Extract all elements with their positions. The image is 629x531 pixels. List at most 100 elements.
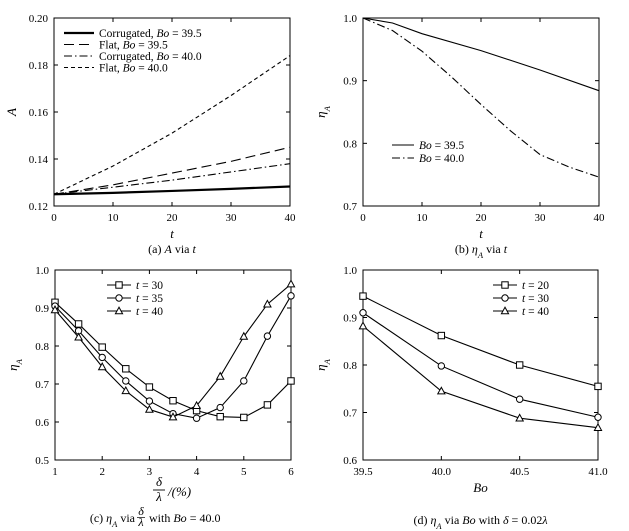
y-axis-label: ηA bbox=[313, 105, 332, 117]
plot-frame bbox=[362, 269, 599, 461]
legend: Bo = 39.5Bo = 40.0 bbox=[392, 140, 464, 165]
x-tick-label: 3 bbox=[147, 466, 153, 478]
y-tick-label: 0.5 bbox=[35, 455, 49, 467]
series-line bbox=[53, 163, 291, 195]
x-axis-label: t bbox=[479, 226, 483, 241]
y-tick-label: 0.9 bbox=[35, 303, 49, 315]
data-point bbox=[239, 331, 249, 340]
panel-caption: (a) A via t bbox=[148, 242, 196, 256]
panel-caption: (c) ηA via δλ with Bo = 40.0 bbox=[90, 504, 221, 529]
legend: t = 30t = 35t = 40 bbox=[107, 280, 163, 318]
legend-marker bbox=[501, 294, 509, 302]
x-axis-label-numerator: δ bbox=[156, 474, 163, 489]
y-axis-label: ηA bbox=[313, 358, 332, 370]
data-point bbox=[98, 343, 106, 351]
legend-label: Flat, Bo = 40.0 bbox=[99, 63, 168, 75]
data-point bbox=[515, 413, 525, 422]
data-point bbox=[593, 422, 603, 431]
x-tick-label: 5 bbox=[241, 466, 247, 478]
data-point bbox=[98, 353, 106, 362]
data-point bbox=[74, 320, 83, 328]
data-point bbox=[515, 361, 524, 369]
data-point bbox=[263, 401, 272, 409]
y-axis-label: ηA bbox=[5, 358, 24, 370]
legend-label: t = 30 bbox=[136, 280, 163, 292]
legend-label: t = 30 bbox=[522, 293, 549, 305]
y-tick-label: 0.6 bbox=[35, 417, 49, 429]
legend-marker bbox=[115, 294, 123, 302]
plot-frame bbox=[53, 17, 291, 207]
series-t-40 bbox=[358, 321, 603, 431]
y-tick-label: 0.8 bbox=[343, 138, 357, 150]
x-tick-label: 40 bbox=[285, 212, 297, 224]
chart-panel-1: 0 10 20 30 40 0.12 0.14 0.16 0.18 0.20 At(a) A via… bbox=[4, 13, 296, 256]
y-tick-label: 1.0 bbox=[343, 265, 357, 277]
data-point bbox=[122, 377, 130, 385]
data-point bbox=[437, 331, 446, 340]
series-line bbox=[362, 312, 599, 418]
legend: t = 20t = 30t = 40 bbox=[493, 280, 549, 318]
data-point bbox=[169, 397, 177, 405]
x-axis-label-denominator: λ bbox=[155, 489, 162, 504]
data-point bbox=[359, 309, 367, 317]
series-line bbox=[362, 295, 599, 387]
y-tick-label: 0.9 bbox=[343, 313, 357, 325]
legend-marker bbox=[114, 306, 124, 315]
data-point bbox=[358, 321, 368, 330]
series-corrugated-bo-39-5 bbox=[53, 185, 291, 196]
caption-fraction-denominator: λ bbox=[137, 515, 143, 529]
y-tick-label: 0.6 bbox=[343, 455, 357, 467]
x-tick-label: 40 bbox=[594, 212, 606, 224]
plot-frame bbox=[362, 17, 600, 207]
data-point bbox=[263, 332, 272, 340]
data-point bbox=[515, 395, 524, 403]
x-tick-label: 1 bbox=[52, 466, 58, 478]
x-axis-label-suffix: /(%) bbox=[167, 484, 191, 499]
series-line bbox=[53, 55, 291, 195]
data-point bbox=[594, 382, 602, 391]
data-point bbox=[287, 292, 295, 300]
y-tick-label: 0.7 bbox=[35, 379, 49, 391]
x-tick-label: 20 bbox=[476, 212, 488, 224]
legend-marker bbox=[115, 281, 123, 289]
legend-marker bbox=[501, 281, 509, 289]
legend-label: Bo = 39.5 bbox=[419, 140, 464, 152]
data-point bbox=[594, 413, 602, 421]
series-t-30 bbox=[359, 309, 602, 421]
data-point bbox=[144, 404, 154, 413]
panel-caption: (b) ηA via t bbox=[455, 242, 508, 260]
legend-marker bbox=[500, 306, 510, 315]
x-tick-label: 20 bbox=[167, 212, 179, 224]
panel-caption: (d) ηA via Bo with δ = 0.02λ bbox=[413, 513, 547, 531]
legend-label: t = 40 bbox=[522, 306, 549, 318]
chart-panel-2: 0 10 20 30 40 0.7 0.8 0.9 1.0 ηA t(b) ηA via t Bo =… bbox=[313, 13, 605, 260]
series-line bbox=[362, 325, 599, 429]
data-point bbox=[240, 413, 248, 422]
y-tick-label: 0.14 bbox=[29, 154, 49, 166]
series-line bbox=[362, 17, 600, 178]
legend-label: Flat, Bo = 39.5 bbox=[99, 40, 168, 52]
data-point bbox=[216, 412, 224, 421]
data-point bbox=[215, 371, 225, 380]
data-point bbox=[74, 332, 84, 341]
legend-label: t = 20 bbox=[522, 280, 549, 292]
y-tick-label: 0.9 bbox=[343, 76, 357, 88]
data-point bbox=[121, 385, 131, 395]
data-point bbox=[262, 299, 272, 308]
series-line bbox=[362, 17, 600, 92]
x-tick-label: 10 bbox=[108, 212, 120, 224]
y-tick-label: 0.7 bbox=[343, 201, 357, 213]
legend-label: t = 35 bbox=[136, 293, 163, 305]
data-point bbox=[192, 400, 202, 409]
x-tick-label: 40.0 bbox=[432, 466, 452, 478]
series-bo-40-0 bbox=[362, 17, 600, 178]
y-tick-label: 0.18 bbox=[29, 60, 49, 72]
y-tick-label: 1.0 bbox=[35, 265, 49, 277]
x-axis-label: Bo bbox=[473, 480, 488, 495]
data-point bbox=[437, 362, 446, 370]
data-point bbox=[216, 403, 224, 412]
caption-prefix: (c) ηA via bbox=[90, 511, 136, 529]
data-point bbox=[359, 292, 367, 300]
